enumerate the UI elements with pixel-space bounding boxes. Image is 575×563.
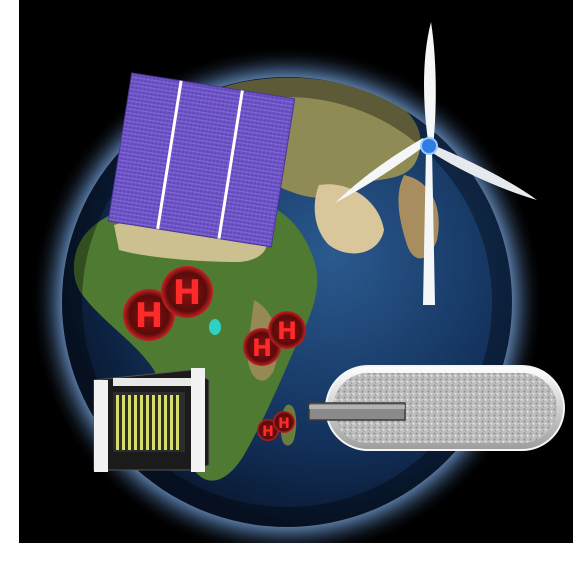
lake — [209, 319, 221, 335]
busbar — [156, 80, 183, 230]
end-plate — [191, 368, 205, 472]
turbine-hub — [420, 137, 438, 155]
tank-storage-material — [333, 373, 557, 443]
hydrogen-storage-tank — [308, 365, 565, 451]
hydrogen-molecule-small: H H — [257, 411, 295, 441]
hydrogen-letter: H — [277, 317, 297, 345]
turbine-tower — [423, 148, 435, 305]
renewable-hydrogen-illustration: H H H H H H — [19, 0, 573, 543]
turbine-blade — [335, 138, 427, 203]
hydrogen-letter: H — [262, 424, 274, 440]
hydrogen-molecules: H H H H H H — [123, 266, 306, 441]
hydrogen-letter: H — [252, 334, 272, 362]
fuel-cell-stack — [93, 368, 210, 472]
membrane-stack — [116, 395, 179, 450]
hydrogen-molecule-large: H H — [123, 266, 213, 341]
wind-turbine — [335, 22, 537, 305]
hydrogen-molecule-medium: H H — [243, 311, 306, 366]
top-frame — [113, 378, 191, 386]
hydrogen-letter: H — [135, 296, 163, 336]
turbine-blade — [424, 22, 436, 147]
arabia-land — [314, 184, 384, 254]
turbine-blade — [431, 145, 537, 200]
hydrogen-letter: H — [173, 273, 201, 313]
solar-panel — [107, 72, 296, 248]
scene-svg: H H H H H H — [31, 22, 565, 543]
end-plate — [94, 380, 108, 472]
busbar — [217, 90, 244, 239]
hydrogen-letter: H — [278, 416, 290, 432]
africa-land — [73, 196, 318, 481]
